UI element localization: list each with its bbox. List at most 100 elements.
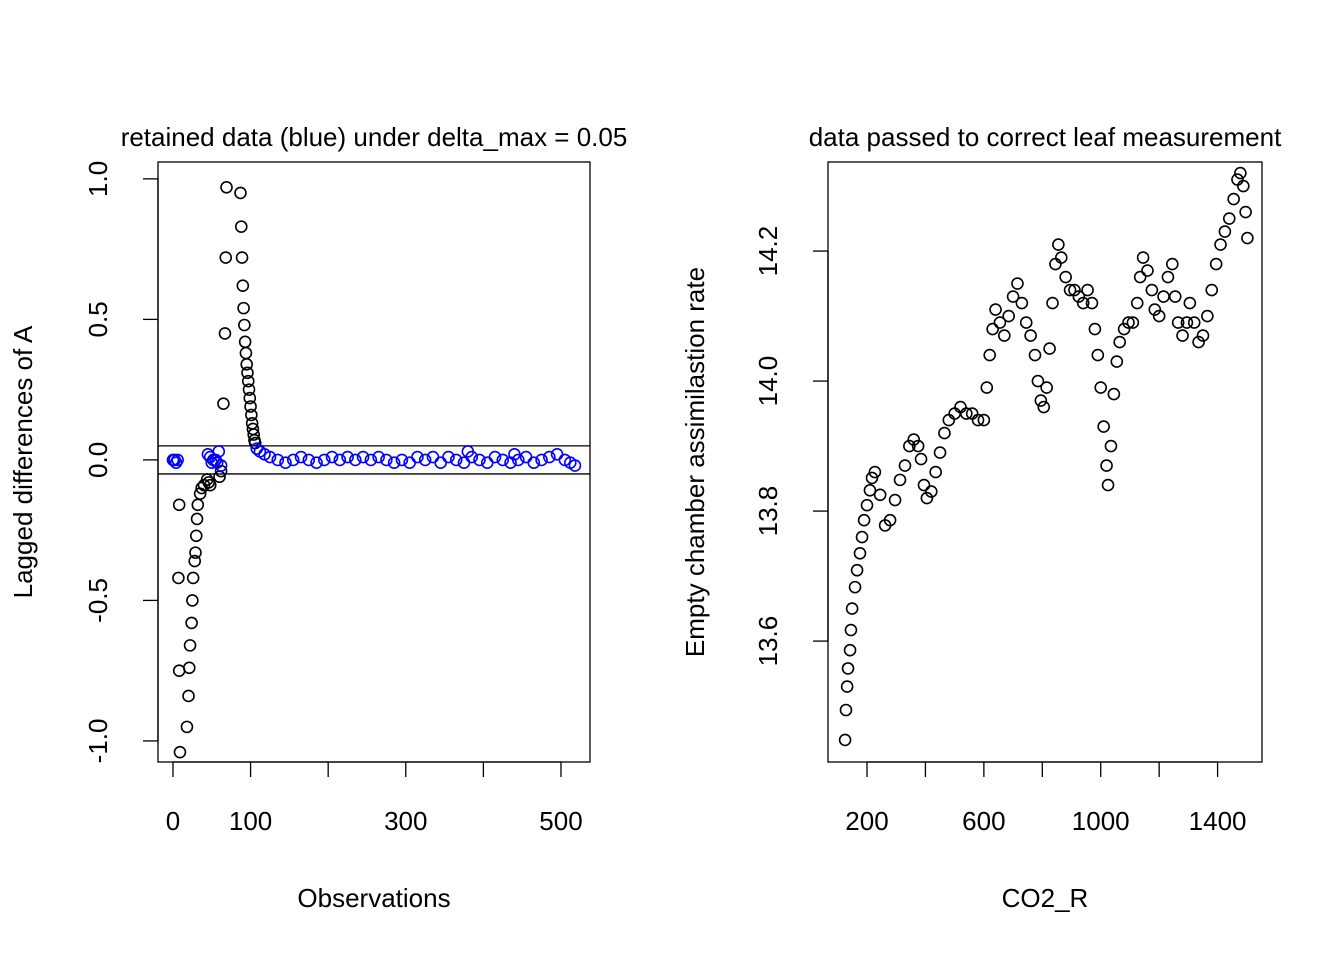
data-point xyxy=(271,453,285,467)
data-point xyxy=(911,439,925,453)
data-point xyxy=(234,220,248,233)
data-point xyxy=(1171,316,1185,329)
data-point xyxy=(387,456,401,470)
data-point xyxy=(185,616,198,630)
y-tick-label: -0.5 xyxy=(83,578,113,623)
data-point xyxy=(238,335,252,349)
data-point xyxy=(527,456,541,470)
data-point xyxy=(873,488,887,502)
data-point xyxy=(1176,329,1189,342)
data-point xyxy=(212,445,226,458)
x-axis-title: Observations xyxy=(297,883,450,913)
data-point xyxy=(1019,316,1033,329)
data-point xyxy=(186,571,200,585)
data-point xyxy=(189,546,202,559)
data-point xyxy=(473,453,486,467)
data-point xyxy=(173,745,187,759)
data-point xyxy=(977,413,991,427)
data-point xyxy=(1126,316,1140,329)
x-tick-label: 1000 xyxy=(1072,806,1130,836)
data-point xyxy=(543,450,556,464)
data-point xyxy=(239,346,253,360)
data-point xyxy=(1043,342,1056,355)
data-point xyxy=(333,453,347,467)
data-point xyxy=(218,327,232,340)
data-point xyxy=(1028,348,1042,362)
data-point xyxy=(1081,283,1094,297)
data-point xyxy=(1234,166,1247,180)
y-tick-label: 13.6 xyxy=(753,616,783,667)
data-point xyxy=(182,661,196,675)
data-point xyxy=(372,450,385,464)
data-point xyxy=(971,413,985,427)
data-point xyxy=(349,453,362,467)
data-point xyxy=(1059,270,1072,284)
data-point xyxy=(191,498,205,512)
x-tick-label: 1400 xyxy=(1189,806,1247,836)
data-point xyxy=(920,491,934,505)
y-tick-label: 14.2 xyxy=(753,226,783,277)
data-point xyxy=(989,303,1002,316)
data-point xyxy=(244,400,257,413)
data-point xyxy=(986,322,999,336)
data-point xyxy=(1101,478,1115,492)
data-point xyxy=(325,450,339,464)
data-point xyxy=(1052,238,1065,251)
data-point xyxy=(1085,296,1099,310)
data-point xyxy=(924,485,938,498)
data-point xyxy=(241,366,254,380)
chart-title: retained data (blue) under delta_max = 0… xyxy=(121,122,628,152)
data-point xyxy=(960,407,973,420)
plot-frame xyxy=(827,161,1263,763)
data-point xyxy=(1168,290,1182,303)
data-point xyxy=(1054,251,1068,264)
data-point xyxy=(903,439,916,453)
data-point xyxy=(465,450,479,464)
data-point xyxy=(1072,290,1086,303)
data-point xyxy=(1239,205,1252,219)
data-point xyxy=(1049,257,1062,271)
data-point xyxy=(1076,296,1090,310)
y-tick-label: 13.8 xyxy=(753,486,783,537)
data-point xyxy=(1117,322,1131,336)
data-point xyxy=(302,453,316,467)
data-point xyxy=(568,459,582,472)
data-point xyxy=(217,397,230,410)
y-tick-label: -1.0 xyxy=(83,719,113,764)
data-point xyxy=(839,703,853,717)
data-point xyxy=(235,251,249,264)
data-point xyxy=(993,316,1007,329)
data-point xyxy=(1196,329,1210,342)
data-point xyxy=(857,513,871,527)
data-point xyxy=(220,180,233,194)
data-point xyxy=(1214,238,1227,251)
data-point xyxy=(219,251,233,264)
data-point xyxy=(954,400,967,414)
y-tick-label: 0.5 xyxy=(83,301,113,337)
data-point xyxy=(1187,316,1201,329)
data-point xyxy=(844,623,858,637)
data-point xyxy=(914,452,928,466)
data-point xyxy=(1218,225,1232,238)
data-point xyxy=(180,720,194,734)
data-point xyxy=(434,456,447,470)
data-point xyxy=(1209,257,1223,271)
data-point xyxy=(172,664,186,677)
x-tick-label: 300 xyxy=(384,806,427,836)
data-point xyxy=(1122,316,1135,329)
data-point xyxy=(310,456,323,470)
data-point xyxy=(1011,277,1024,290)
data-point xyxy=(1091,348,1105,362)
data-point xyxy=(1094,381,1108,394)
data-point xyxy=(1166,257,1179,271)
data-point xyxy=(1130,296,1144,310)
data-point xyxy=(183,639,197,652)
data-point xyxy=(496,453,510,467)
data-point xyxy=(845,602,859,615)
data-point xyxy=(411,450,424,464)
data-point xyxy=(188,554,202,568)
data-point xyxy=(1152,309,1166,323)
data-point xyxy=(1068,283,1081,297)
data-point xyxy=(1037,400,1051,414)
